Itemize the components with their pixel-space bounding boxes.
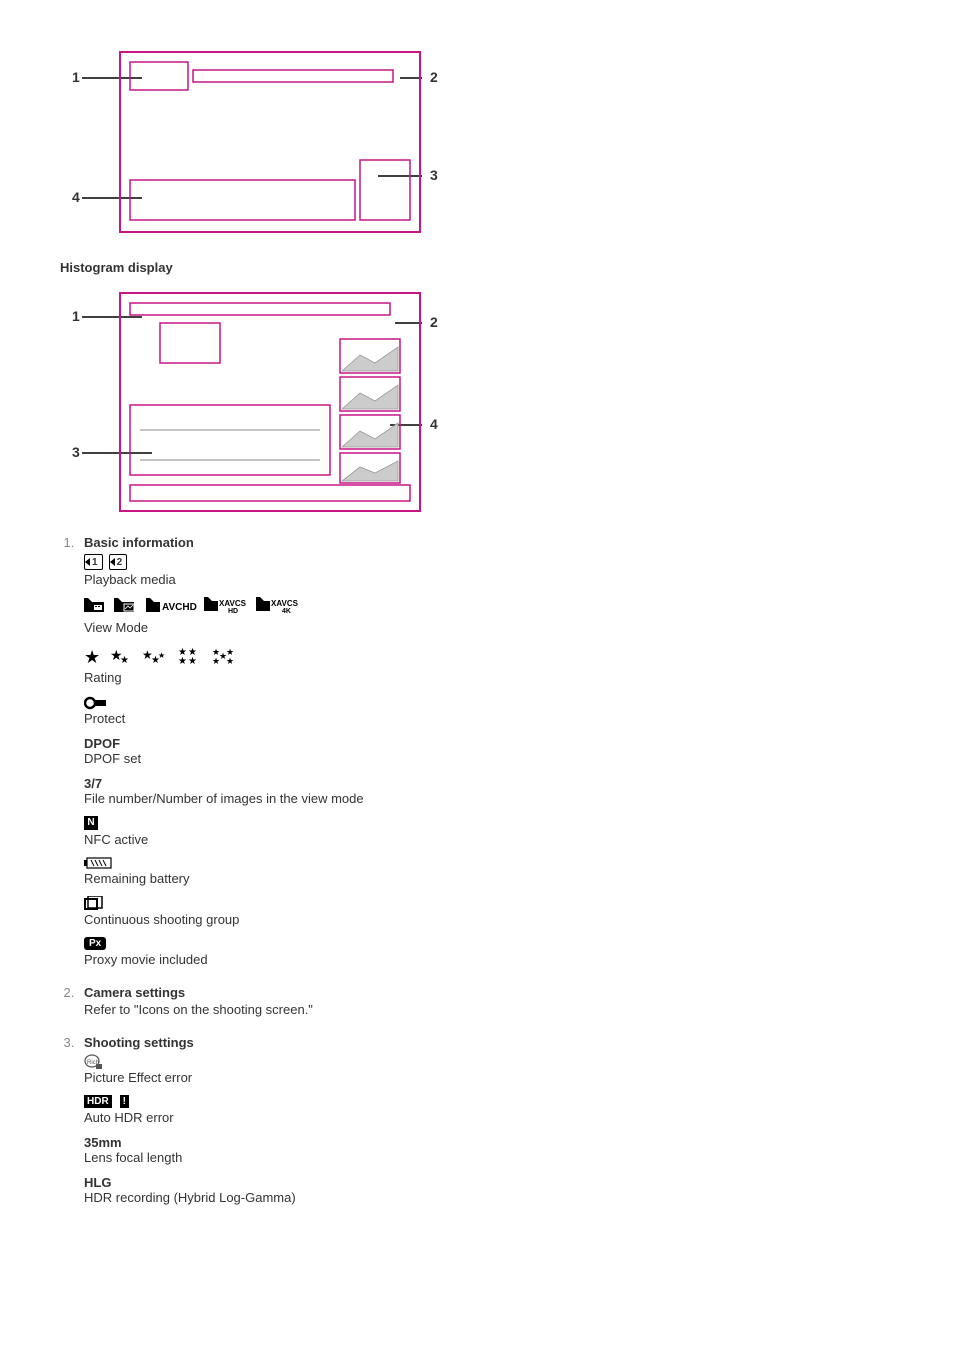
info-list: Basic information 1 2 Playback media AVC… (60, 535, 894, 1205)
file-number-label: 3/7 (84, 776, 894, 791)
rating-desc: Rating (84, 670, 894, 685)
svg-text:4K: 4K (282, 608, 291, 615)
rating-4-icon: ★★★★ (178, 645, 202, 668)
list-item-camera-settings: Camera settings Refer to "Icons on the s… (78, 985, 894, 1017)
playback-media-desc: Playback media (84, 572, 894, 587)
proxy-icon: Px (84, 937, 106, 950)
dpof-label: DPOF (84, 736, 894, 751)
battery-icon (84, 857, 112, 869)
diagram2-label-2: 2 (430, 314, 438, 330)
rating-2-icon: ★★ (110, 646, 132, 667)
battery-block: Remaining battery (84, 857, 894, 886)
dpof-desc: DPOF set (84, 751, 894, 766)
hdr-error-icon: ! (120, 1095, 129, 1108)
focal-length-label: 35mm (84, 1135, 894, 1150)
svg-text:★: ★ (178, 656, 187, 665)
svg-text:★: ★ (120, 655, 129, 664)
svg-text:XAVCS: XAVCS (271, 599, 299, 608)
diagram1-label-1: 1 (72, 69, 80, 85)
file-number-desc: File number/Number of images in the view… (84, 791, 894, 806)
hlg-label: HLG (84, 1175, 894, 1190)
proxy-desc: Proxy movie included (84, 952, 894, 967)
protect-desc: Protect (84, 711, 894, 726)
viewfinder-diagram-1: 1 2 3 4 (60, 40, 894, 240)
group-block: Continuous shooting group (84, 896, 894, 927)
camera-settings-desc: Refer to "Icons on the shooting screen." (84, 1002, 894, 1017)
svg-text:XAVCS: XAVCS (219, 599, 247, 608)
list-item-shooting-settings: Shooting settings Rich Picture Effect er… (78, 1035, 894, 1205)
rating-5-icon: ★★★★★ (212, 645, 240, 668)
svg-text:★: ★ (212, 656, 220, 665)
diagram1-label-3: 3 (430, 167, 438, 183)
protect-icon (84, 695, 106, 709)
rating-block: ★ ★★ ★★★ ★★★★ ★★★★★ Rating (84, 645, 894, 685)
view-mode-block: AVCHD XAVCSHD XAVCS4K View Mode (84, 597, 894, 635)
svg-text:AVCHD: AVCHD (162, 602, 197, 613)
rating-1-icon: ★ (84, 648, 100, 666)
hlg-desc: HDR recording (Hybrid Log-Gamma) (84, 1190, 894, 1205)
histogram-heading: Histogram display (60, 260, 894, 275)
svg-text:★: ★ (226, 656, 234, 665)
hdr-icon: HDR (84, 1095, 112, 1108)
protect-block: Protect (84, 695, 894, 726)
list-item-basic-info: Basic information 1 2 Playback media AVC… (78, 535, 894, 967)
view-mode-folder-icon (114, 598, 140, 617)
svg-text:HD: HD (228, 608, 238, 615)
diagram1-label-4: 4 (72, 189, 80, 205)
section-title-1: Basic information (84, 535, 894, 550)
view-mode-date-icon (84, 598, 108, 617)
picture-effect-desc: Picture Effect error (84, 1070, 894, 1085)
viewfinder-diagram-2: 1 2 3 4 (60, 285, 894, 515)
picture-effect-block: Rich Picture Effect error (84, 1054, 894, 1085)
section-title-3: Shooting settings (84, 1035, 894, 1050)
nfc-icon: N (84, 816, 98, 830)
diagram2-label-1: 1 (72, 308, 80, 324)
file-number-block: 3/7 File number/Number of images in the … (84, 776, 894, 806)
view-mode-xavcs-4k-icon: XAVCS4K (256, 597, 302, 618)
view-mode-xavcs-hd-icon: XAVCSHD (204, 597, 250, 618)
battery-desc: Remaining battery (84, 871, 894, 886)
group-desc: Continuous shooting group (84, 912, 894, 927)
svg-text:★: ★ (158, 651, 165, 660)
diagram2-label-3: 3 (72, 444, 80, 460)
auto-hdr-desc: Auto HDR error (84, 1110, 894, 1125)
focal-length-block: 35mm Lens focal length (84, 1135, 894, 1165)
rating-3-icon: ★★★ (142, 646, 168, 667)
media-card-2-icon: 2 (109, 554, 128, 570)
section-title-2: Camera settings (84, 985, 894, 1000)
continuous-group-icon (84, 896, 102, 910)
auto-hdr-block: HDR ! Auto HDR error (84, 1095, 894, 1125)
focal-length-desc: Lens focal length (84, 1150, 894, 1165)
view-mode-avchd-icon: AVCHD (146, 598, 198, 617)
dpof-block: DPOF DPOF set (84, 736, 894, 766)
diagram1-label-2: 2 (430, 69, 438, 85)
media-card-1-icon: 1 (84, 554, 103, 570)
diagram2-label-4: 4 (430, 416, 438, 432)
nfc-block: N NFC active (84, 816, 894, 847)
hlg-block: HLG HDR recording (Hybrid Log-Gamma) (84, 1175, 894, 1205)
picture-effect-error-icon: Rich (84, 1054, 102, 1068)
playback-media-block: 1 2 Playback media (84, 554, 894, 587)
proxy-block: Px Proxy movie included (84, 937, 894, 967)
view-mode-desc: View Mode (84, 620, 894, 635)
svg-text:★: ★ (188, 656, 197, 665)
nfc-desc: NFC active (84, 832, 894, 847)
